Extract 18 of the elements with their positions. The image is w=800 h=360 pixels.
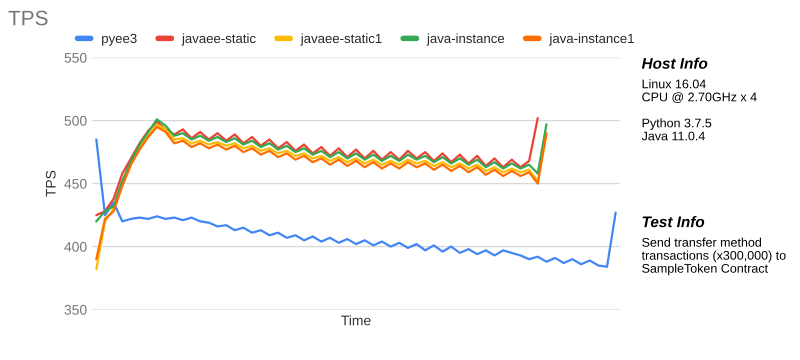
y-tick-label: 450 bbox=[64, 178, 87, 189]
line-series bbox=[95, 138, 617, 268]
legend-label: pyee3 bbox=[102, 34, 137, 46]
chart-title: TPS bbox=[8, 10, 48, 26]
y-tick-label: 550 bbox=[64, 52, 87, 63]
y-tick-label: 350 bbox=[64, 304, 87, 315]
y-tick-label: 400 bbox=[64, 242, 87, 252]
legend-label: java-instance bbox=[426, 33, 504, 46]
y-axis-title: TPS bbox=[46, 170, 56, 197]
legend-label: javaee-static1 bbox=[300, 33, 382, 46]
text: Linux 16.04 CPU @ 2.70GHz x 4 Python 3.7.5 Java 11.0.4 bbox=[642, 79, 757, 140]
text: Test Info bbox=[642, 216, 704, 228]
legend-label: javaee-static bbox=[182, 33, 256, 46]
x-axis-title: Time bbox=[341, 315, 371, 326]
text: Host Info bbox=[642, 58, 708, 69]
text: Send transfer method transactions (x300,000) to SampleToken Contract bbox=[642, 238, 786, 276]
legend-label: java-instance1 bbox=[549, 33, 634, 46]
y-tick-label: 500 bbox=[64, 116, 87, 126]
